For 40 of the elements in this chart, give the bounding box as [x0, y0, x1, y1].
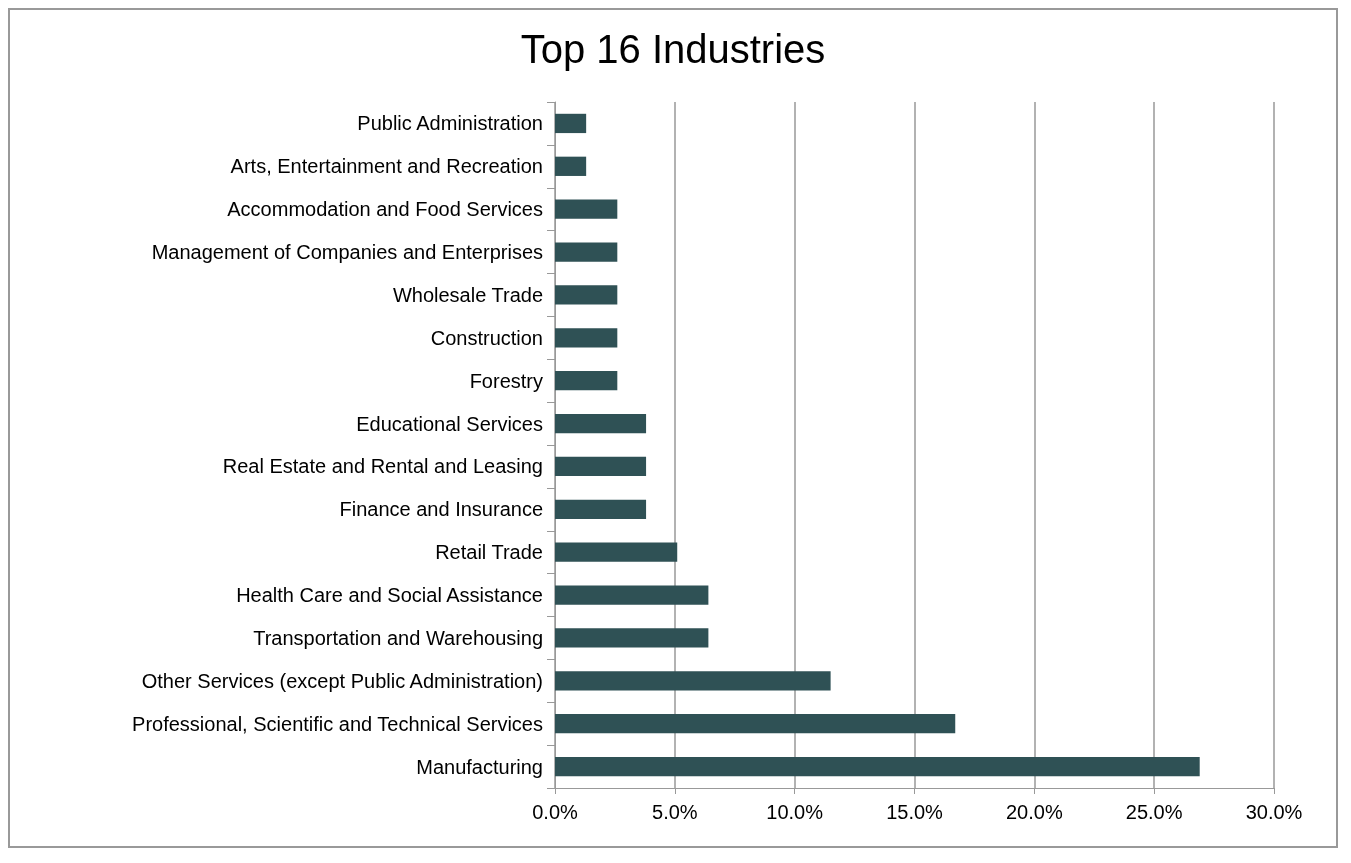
bar [555, 499, 647, 519]
y-tick-label: Management of Companies and Enterprises [151, 241, 543, 264]
y-tick-label: Public Administration [357, 112, 543, 135]
y-tick-label: Educational Services [356, 412, 543, 435]
x-tick-label: 30.0% [1245, 801, 1303, 823]
y-tick-label: Forestry [469, 369, 543, 392]
bar [555, 242, 618, 262]
y-tick-label: Retail Trade [435, 541, 543, 564]
x-tick-label: 15.0% [886, 801, 944, 823]
y-tick-label: Other Services (except Public Administration) [141, 669, 543, 692]
bar [555, 199, 618, 219]
y-tick-label: Manufacturing [416, 755, 543, 778]
y-tick-label: Accommodation and Food Services [227, 198, 543, 221]
bar [555, 413, 647, 434]
bar [555, 628, 709, 648]
y-tick-label: Transportation and Warehousing [253, 626, 543, 649]
bar [555, 156, 587, 176]
x-tick-label: 25.0% [1125, 801, 1183, 823]
y-tick-label: Professional, Scientific and Technical Services [132, 712, 543, 735]
y-tick-label: Construction [430, 326, 543, 349]
chart-title: Top 16 Industries [520, 27, 826, 71]
y-tick-label: Arts, Entertainment and Recreation [230, 155, 543, 178]
bar [555, 285, 618, 305]
bar [555, 585, 709, 605]
bar [555, 756, 1200, 777]
bar [555, 456, 647, 477]
x-tick-label: 10.0% [766, 801, 824, 823]
y-tick-label: Finance and Insurance [339, 498, 543, 521]
y-tick-label: Health Care and Social Assistance [236, 584, 543, 607]
bar [555, 113, 587, 134]
bar [555, 714, 956, 734]
bar [555, 671, 831, 691]
x-tick-label: 5.0% [652, 801, 698, 823]
bar [555, 328, 618, 348]
y-tick-label: Wholesale Trade [392, 283, 543, 306]
y-tick-label: Real Estate and Rental and Leasing [222, 455, 543, 478]
bar [555, 542, 678, 562]
x-tick-label: 0.0% [532, 801, 579, 823]
bar [555, 371, 618, 391]
x-tick-label: 20.0% [1005, 801, 1063, 823]
